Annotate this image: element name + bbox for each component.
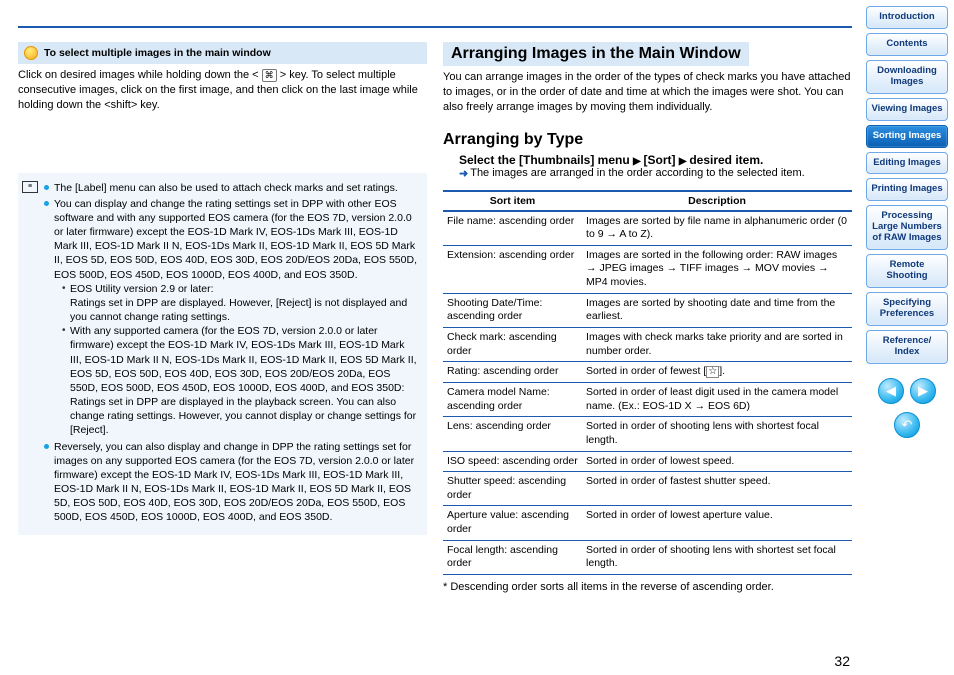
two-column-layout: To select multiple images in the main wi… — [18, 42, 852, 593]
sort-desc-cell: Sorted in order of lowest speed. — [582, 451, 852, 472]
note-subtext: Ratings set in DPP are displayed in the … — [70, 396, 416, 436]
table-row: Camera model Name: ascending orderSorted… — [443, 382, 852, 416]
instr-part: Select the [Thumbnails] menu — [459, 153, 630, 167]
note-subtext: With any supported camera (for the EOS 7… — [70, 325, 417, 394]
tip-body-pre: Click on desired images while holding do… — [18, 69, 262, 81]
sort-item-cell: Extension: ascending order — [443, 245, 582, 293]
sort-desc-cell: Sorted in order of least digit used in t… — [582, 382, 852, 416]
sort-item-cell: Focal length: ascending order — [443, 540, 582, 574]
sort-item-cell: Shutter speed: ascending order — [443, 472, 582, 506]
sort-item-cell: ISO speed: ascending order — [443, 451, 582, 472]
sort-item-cell: Shooting Date/Time: ascending order — [443, 293, 582, 327]
nav-ref-button[interactable]: Reference/ Index — [866, 330, 948, 364]
prev-page-button[interactable]: ◀ — [878, 378, 904, 404]
command-key-icon: ⌘ — [262, 69, 277, 82]
pager-arrows: ◀ ▶ — [878, 378, 936, 404]
page-root: To select multiple images in the main wi… — [0, 0, 954, 675]
star-icon: ☆ — [706, 366, 719, 378]
nav-button-list: Introduction Contents Downloading Images Vi… — [866, 6, 948, 364]
back-button[interactable]: ↶ — [894, 412, 920, 438]
table-row: Extension: ascending orderImages are sor… — [443, 245, 852, 293]
right-column: Arranging Images in the Main Window You … — [443, 42, 852, 593]
table-row: File name: ascending orderImages are sor… — [443, 211, 852, 246]
sort-desc-cell: Sorted in order of fastest shutter speed… — [582, 472, 852, 506]
tip-body: Click on desired images while holding do… — [18, 68, 427, 113]
note-text: Reversely, you can also display and chan… — [54, 441, 414, 524]
side-nav: Introduction Contents Downloading Images Vi… — [862, 0, 954, 675]
nav-intro-button[interactable]: Introduction — [866, 6, 948, 29]
table-footnote: * Descending order sorts all items in th… — [443, 581, 852, 593]
note-item: You can display and change the rating se… — [44, 197, 419, 438]
sort-col-item: Sort item — [443, 191, 582, 211]
nav-remote-button[interactable]: Remote Shooting — [866, 254, 948, 288]
note-subtext: Ratings set in DPP are displayed. Howeve… — [70, 297, 407, 323]
sort-col-desc: Description — [582, 191, 852, 211]
sort-desc-cell: Sorted in order of lowest aperture value… — [582, 506, 852, 540]
nav-sorting-button[interactable]: Sorting Images — [866, 125, 948, 148]
table-row: Aperture value: ascending orderSorted in… — [443, 506, 852, 540]
result-arrow-icon: ➜ — [459, 167, 468, 180]
sort-desc-cell: Sorted in order of fewest [☆]. — [582, 362, 852, 383]
note-sublist: EOS Utility version 2.9 or later: Rating… — [54, 282, 419, 438]
instruction-line: Select the [Thumbnails] menu ▶ [Sort] ▶ … — [459, 153, 852, 167]
arranging-heading: Arranging Images in the Main Window — [443, 42, 749, 66]
arranging-intro: You can arrange images in the order of t… — [443, 70, 852, 115]
sort-desc-cell: Images with check marks take priority an… — [582, 328, 852, 362]
table-row: Rating: ascending orderSorted in order o… — [443, 362, 852, 383]
note-text: You can display and change the rating se… — [54, 198, 417, 281]
page-number: 32 — [834, 653, 850, 669]
sort-item-cell: File name: ascending order — [443, 211, 582, 246]
menu-arrow-icon: ▶ — [633, 156, 643, 167]
note-subitem: EOS Utility version 2.9 or later: Rating… — [62, 282, 419, 325]
nav-printing-button[interactable]: Printing Images — [866, 178, 948, 201]
note-item: The [Label] menu can also be used to att… — [44, 181, 419, 195]
instr-part: [Sort] — [644, 153, 676, 167]
table-row: Shooting Date/Time: ascending orderImage… — [443, 293, 852, 327]
note-bullets: The [Label] menu can also be used to att… — [44, 181, 419, 525]
nav-viewing-button[interactable]: Viewing Images — [866, 98, 948, 121]
note-subtext: EOS Utility version 2.9 or later: — [70, 283, 214, 295]
result-line: ➜ The images are arranged in the order a… — [459, 167, 852, 180]
instr-part: desired item. — [689, 153, 763, 167]
sort-item-cell: Camera model Name: ascending order — [443, 382, 582, 416]
note-item: Reversely, you can also display and chan… — [44, 440, 419, 525]
nav-processing-button[interactable]: Processing Large Numbers of RAW Images — [866, 205, 948, 250]
arranging-heading-wrap: Arranging Images in the Main Window — [443, 42, 852, 66]
sort-desc-cell: Sorted in order of shooting lens with sh… — [582, 540, 852, 574]
sort-table-body: File name: ascending orderImages are sor… — [443, 211, 852, 575]
tip-heading: To select multiple images in the main wi… — [44, 47, 271, 59]
sort-desc-cell: Images are sorted in the following order… — [582, 245, 852, 293]
tip-heading-bar: To select multiple images in the main wi… — [18, 42, 427, 64]
table-row: Lens: ascending orderSorted in order of … — [443, 417, 852, 451]
sort-table: Sort item Description File name: ascendi… — [443, 190, 852, 575]
sort-item-cell: Check mark: ascending order — [443, 328, 582, 362]
next-page-button[interactable]: ▶ — [910, 378, 936, 404]
note-subitem: With any supported camera (for the EOS 7… — [62, 324, 419, 437]
sort-desc-cell: Sorted in order of shooting lens with sh… — [582, 417, 852, 451]
nav-editing-button[interactable]: Editing Images — [866, 152, 948, 175]
table-row: Shutter speed: ascending orderSorted in … — [443, 472, 852, 506]
header-rule — [18, 26, 852, 28]
table-row: ISO speed: ascending orderSorted in orde… — [443, 451, 852, 472]
nav-download-button[interactable]: Downloading Images — [866, 60, 948, 94]
note-icon: ≡ — [22, 181, 38, 193]
result-text: The images are arranged in the order acc… — [470, 167, 804, 180]
sort-item-cell: Aperture value: ascending order — [443, 506, 582, 540]
menu-arrow-icon: ▶ — [679, 156, 689, 167]
nav-prefs-button[interactable]: Specifying Preferences — [866, 292, 948, 326]
sort-desc-cell: Images are sorted by file name in alphan… — [582, 211, 852, 246]
sort-item-cell: Lens: ascending order — [443, 417, 582, 451]
left-column: To select multiple images in the main wi… — [18, 42, 427, 593]
table-row: Check mark: ascending orderImages with c… — [443, 328, 852, 362]
lightbulb-icon — [24, 46, 38, 60]
arranging-subheading: Arranging by Type — [443, 131, 852, 149]
nav-contents-button[interactable]: Contents — [866, 33, 948, 56]
table-row: Focal length: ascending orderSorted in o… — [443, 540, 852, 574]
sort-desc-cell: Images are sorted by shooting date and t… — [582, 293, 852, 327]
note-box: ≡ The [Label] menu can also be used to a… — [18, 173, 427, 535]
content-area: To select multiple images in the main wi… — [0, 0, 862, 675]
note-text: The [Label] menu can also be used to att… — [54, 182, 398, 194]
sort-item-cell: Rating: ascending order — [443, 362, 582, 383]
sort-table-head: Sort item Description — [443, 191, 852, 211]
